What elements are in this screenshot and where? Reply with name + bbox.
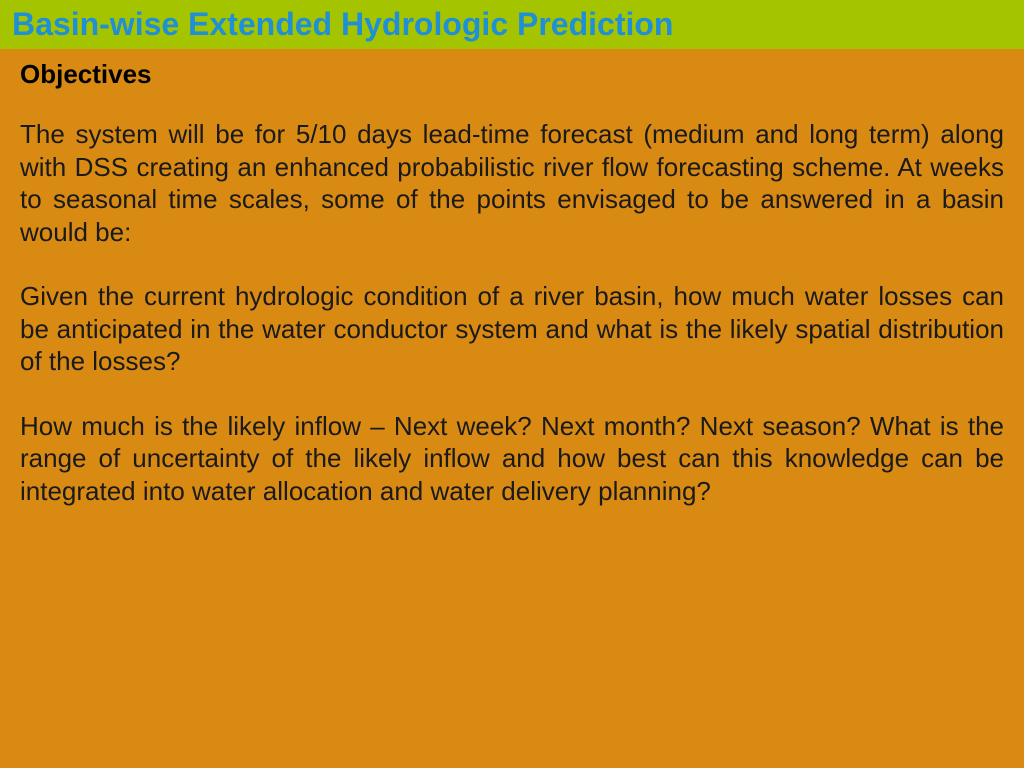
body-paragraph: The system will be for 5/10 days lead-ti… [20,118,1004,248]
slide-body: Objectives The system will be for 5/10 d… [0,49,1024,768]
slide-title: Basin-wise Extended Hydrologic Predictio… [12,6,1012,43]
body-paragraph: Given the current hydrologic condition o… [20,280,1004,378]
body-paragraph: How much is the likely inflow – Next wee… [20,410,1004,508]
objectives-heading: Objectives [20,59,1004,90]
slide-header: Basin-wise Extended Hydrologic Predictio… [0,0,1024,49]
slide: Basin-wise Extended Hydrologic Predictio… [0,0,1024,768]
